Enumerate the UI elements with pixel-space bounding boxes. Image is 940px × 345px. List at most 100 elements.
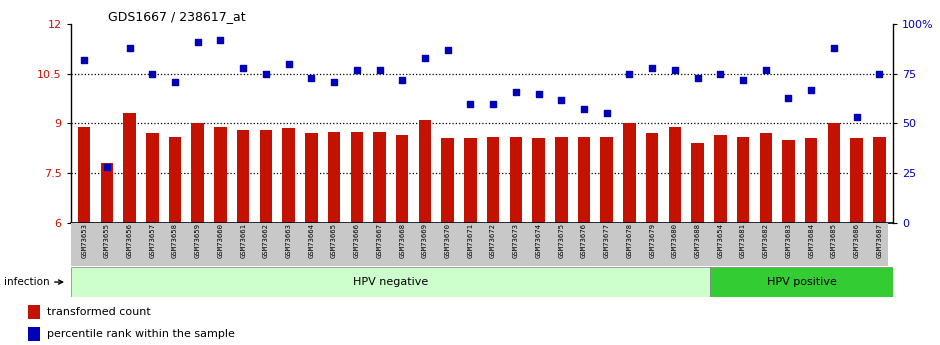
Bar [464,138,477,223]
Bar [442,138,454,223]
Text: GSM73659: GSM73659 [195,224,201,258]
Text: GSM73678: GSM73678 [626,224,633,258]
Text: GSM73658: GSM73658 [172,224,178,258]
Bar [373,131,385,223]
Text: GSM73670: GSM73670 [445,224,450,258]
Point [645,65,660,71]
Text: GDS1667 / 238617_at: GDS1667 / 238617_at [108,10,245,23]
Bar [509,137,522,223]
Text: GSM73681: GSM73681 [740,224,746,258]
Point [667,67,682,72]
Text: GSM73654: GSM73654 [717,224,723,258]
Text: GSM73657: GSM73657 [149,224,155,258]
Point [372,67,387,72]
Point [100,164,115,170]
Bar [192,124,204,223]
Point [258,71,274,77]
Bar [306,133,318,223]
Bar [123,114,135,223]
Bar [532,138,545,223]
Text: GSM73672: GSM73672 [490,224,496,258]
Bar [282,128,295,223]
Point [871,71,886,77]
Text: GSM73671: GSM73671 [467,224,474,258]
Bar [646,133,658,223]
Text: GSM73677: GSM73677 [603,224,610,258]
Point [190,39,205,45]
Text: GSM73674: GSM73674 [536,224,541,258]
Point [599,111,614,116]
Bar [78,127,90,223]
Point [713,71,728,77]
Point [440,47,455,53]
Text: transformed count: transformed count [47,307,150,317]
Text: GSM73668: GSM73668 [400,224,405,258]
Point [304,75,319,80]
Bar [714,135,727,223]
Bar [760,133,772,223]
Bar [418,120,431,223]
Point [395,77,410,82]
Bar [555,137,568,223]
Text: GSM73683: GSM73683 [786,224,791,258]
Text: GSM73661: GSM73661 [241,224,246,258]
Text: GSM73684: GSM73684 [808,224,814,258]
Bar [28,305,39,319]
Text: GSM73663: GSM73663 [286,224,291,258]
Point [145,71,160,77]
Bar [146,133,159,223]
Point [826,45,841,51]
Text: GSM73685: GSM73685 [831,224,837,258]
Bar [668,127,681,223]
Text: GSM73676: GSM73676 [581,224,587,258]
Text: GSM73656: GSM73656 [127,224,133,258]
Point [849,115,864,120]
Text: GSM73662: GSM73662 [263,224,269,258]
Text: infection: infection [4,277,63,287]
Bar [396,135,409,223]
Point [281,61,296,67]
Text: percentile rank within the sample: percentile rank within the sample [47,329,235,339]
Point [735,77,750,82]
Bar [578,137,590,223]
Point [236,65,251,71]
Text: GSM73667: GSM73667 [377,224,383,258]
Bar [828,124,840,223]
Text: HPV positive: HPV positive [767,277,837,287]
Point [213,37,228,43]
Bar [711,267,893,297]
Text: GSM73653: GSM73653 [81,224,87,258]
Bar [351,131,363,223]
Point [167,79,182,85]
Point [622,71,637,77]
Text: GSM73680: GSM73680 [672,224,678,258]
Bar [601,137,613,223]
Bar [737,137,749,223]
Point [77,57,92,63]
Text: GSM73660: GSM73660 [217,224,224,258]
Point [122,45,137,51]
Bar [237,130,249,223]
Bar [487,137,499,223]
Point [576,107,591,112]
Point [326,79,341,85]
Text: GSM73679: GSM73679 [650,224,655,258]
Bar [259,130,273,223]
Text: GSM73655: GSM73655 [103,224,110,258]
Bar [873,137,885,223]
Bar [782,140,794,223]
Bar [623,124,635,223]
Text: HPV negative: HPV negative [352,277,428,287]
Point [417,55,432,61]
Point [690,75,705,80]
Bar [169,137,181,223]
Text: GSM73669: GSM73669 [422,224,428,258]
Text: GSM73666: GSM73666 [353,224,360,258]
Bar [805,138,818,223]
Bar [70,267,711,297]
Text: GSM73687: GSM73687 [876,224,883,258]
Bar [214,127,227,223]
Point [781,95,796,100]
Bar [328,131,340,223]
Text: GSM73682: GSM73682 [762,224,769,258]
